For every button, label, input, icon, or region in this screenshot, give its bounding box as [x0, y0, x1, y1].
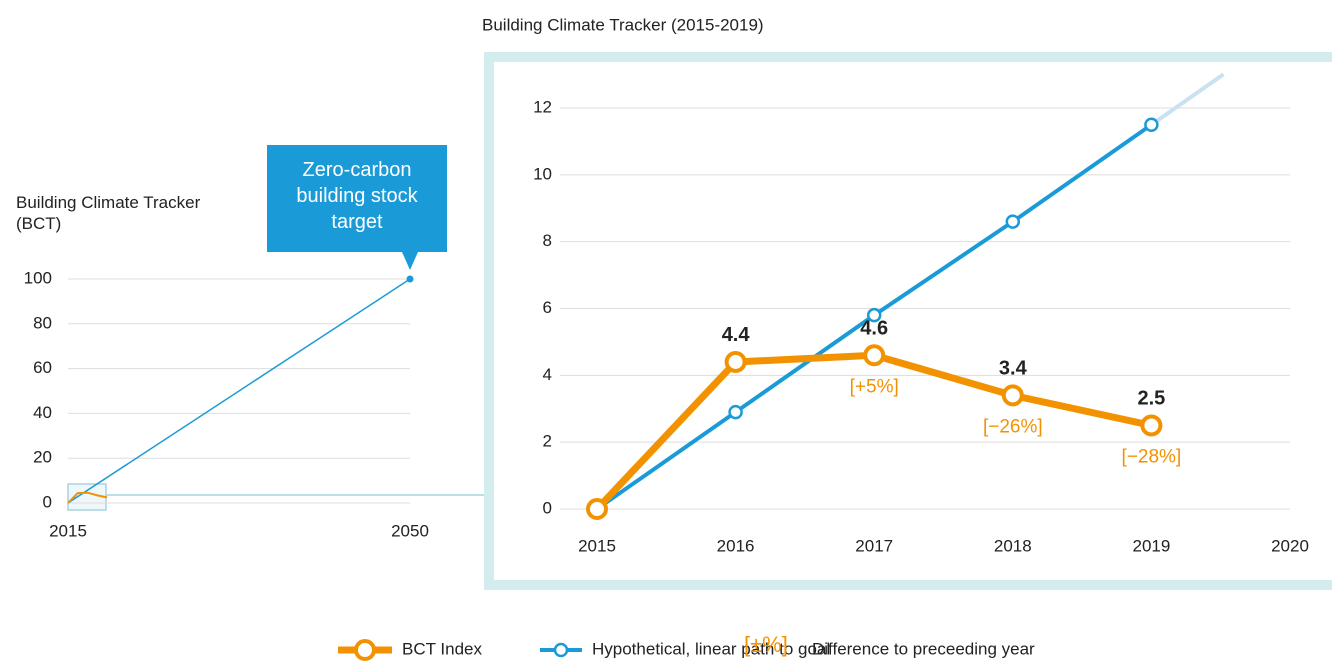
x-tick-label: 2015 — [49, 521, 87, 540]
point — [586, 498, 608, 520]
y-tick-label: 80 — [33, 313, 52, 332]
series-line — [67, 491, 108, 504]
y-tick-label: 60 — [33, 358, 52, 377]
x-tick-label: 2018 — [994, 536, 1032, 555]
target-dot — [406, 275, 414, 283]
y-tick-label: 12 — [533, 97, 552, 116]
y-tick-label: 4 — [543, 365, 552, 384]
x-tick-label: 2015 — [578, 536, 616, 555]
chart-title: Building Climate Tracker (2015-2019) — [482, 15, 764, 34]
change-label: [+5%] — [850, 376, 899, 397]
legend-swatch — [354, 639, 376, 661]
annotation: Zero-carbon building stock target — [296, 159, 418, 233]
legend-label: BCT Index — [402, 639, 483, 658]
legend-swatch — [553, 642, 569, 658]
x-tick-label: 2050 — [391, 521, 429, 540]
y-axis-label: Building Climate Tracker (BCT) — [16, 193, 201, 233]
point — [724, 350, 747, 373]
y-tick-label: 100 — [24, 268, 52, 287]
y-tick-label: 40 — [33, 403, 52, 422]
y-tick-label: 2 — [543, 432, 552, 451]
point — [728, 404, 743, 420]
legend-label: Hypothetical, linear path to goal — [592, 639, 830, 658]
y-tick-label: 20 — [33, 448, 52, 467]
value-label: 2.5 — [1137, 388, 1165, 410]
legend-note-label: Difference to preceeding year — [812, 639, 1035, 658]
y-tick-label: 0 — [43, 492, 52, 511]
callout-box — [267, 145, 447, 270]
value-label: 4.6 — [860, 318, 888, 340]
change-label: [−28%] — [1122, 446, 1182, 467]
point — [1005, 214, 1021, 229]
series-line — [67, 278, 411, 504]
y-tick-label: 10 — [533, 164, 552, 183]
point — [1144, 117, 1159, 132]
x-tick-label: 2016 — [717, 536, 755, 555]
y-tick-label: 8 — [543, 231, 552, 250]
zoom-frame — [484, 52, 1332, 590]
x-tick-label: 2020 — [1271, 536, 1309, 555]
y-tick-label: 6 — [543, 298, 552, 317]
point — [1001, 384, 1024, 407]
point — [866, 307, 882, 323]
point — [1140, 414, 1163, 437]
value-label: 4.4 — [722, 324, 751, 346]
point — [863, 344, 886, 367]
value-label: 3.4 — [999, 358, 1028, 380]
y-tick-label: 0 — [543, 498, 552, 517]
x-tick-label: 2017 — [855, 536, 893, 555]
change-label: [−26%] — [983, 416, 1043, 437]
legend-note-symbol: [±%] — [744, 632, 788, 657]
path-extension — [1150, 72, 1225, 127]
x-tick-label: 2019 — [1132, 536, 1170, 555]
